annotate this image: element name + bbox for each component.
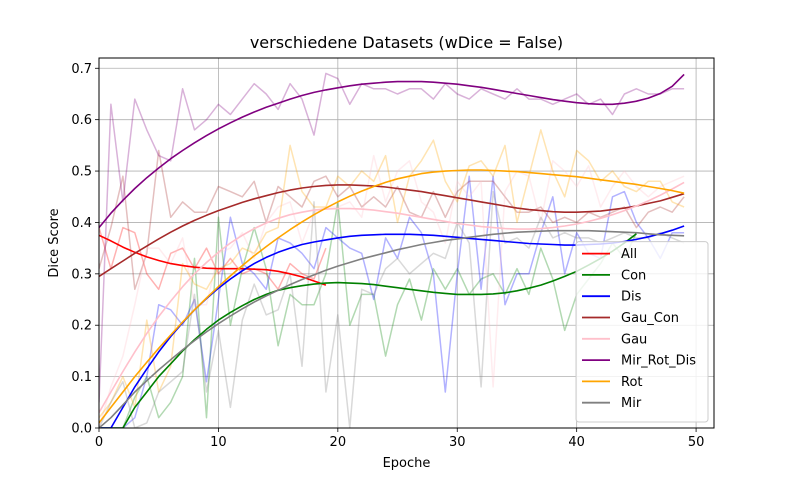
x-tick-label: 50 [688, 435, 705, 450]
fit-series-layer [99, 73, 685, 428]
x-tick-label: 10 [210, 435, 227, 450]
legend-label-mir-rot-dis: Mir_Rot_Dis [621, 354, 696, 369]
raw-line-gau [99, 154, 685, 428]
raw-line-mir-rot-dis [99, 72, 685, 403]
y-tick-label: 0.2 [71, 319, 92, 334]
chart-title: verschiedene Datasets (wDice = False) [250, 33, 563, 52]
raw-line-rot [99, 129, 685, 419]
x-tick-label: 20 [330, 435, 347, 450]
y-tick-label: 0.0 [71, 422, 92, 437]
legend-label-dis: Dis [621, 290, 642, 305]
legend-label-gau: Gau [621, 332, 647, 347]
y-tick-label: 0.1 [71, 370, 92, 385]
raw-line-mir [99, 190, 685, 428]
raw-line-gau-con [99, 149, 685, 291]
axes-frame [98, 57, 715, 429]
y-tick-label: 0.3 [71, 267, 92, 282]
legend-label-gau-con: Gau_Con [621, 311, 679, 326]
x-tick-label: 30 [449, 435, 466, 450]
fit-line-gau-con [99, 184, 685, 278]
y-tick-label: 0.7 [71, 62, 92, 77]
raw-series-layer [99, 72, 685, 428]
legend: All Con Dis Gau_Con Gau Mir_Rot_Dis Rot Mir [575, 241, 709, 423]
y-tick-label: 0.6 [71, 113, 92, 128]
raw-line-all [99, 226, 327, 291]
x-tick-label: 40 [568, 435, 585, 450]
x-tick-label: 0 [95, 435, 103, 450]
y-axis-label: Dice Score [47, 208, 62, 277]
plot-area [99, 72, 685, 428]
fit-line-mir [99, 229, 685, 428]
legend-label-all: All [621, 247, 637, 262]
legend-label-con: Con [621, 268, 646, 283]
y-tick-label: 0.4 [71, 216, 92, 231]
raw-line-con [99, 201, 638, 428]
x-axis-label: Epoche [383, 456, 431, 471]
legend-label-rot: Rot [621, 375, 643, 390]
legend-label-mir: Mir [621, 396, 642, 411]
fit-line-gau [99, 181, 685, 414]
legend-box [575, 241, 709, 423]
ticks: 0 10 20 30 40 50 0.0 0.1 0.2 0.3 0.4 0.5 0.6 0.7 [71, 62, 704, 450]
fit-line-all [99, 234, 327, 286]
y-tick-label: 0.5 [71, 165, 92, 180]
fit-line-mir-rot-dis [99, 73, 685, 229]
fit-line-rot [99, 169, 685, 424]
